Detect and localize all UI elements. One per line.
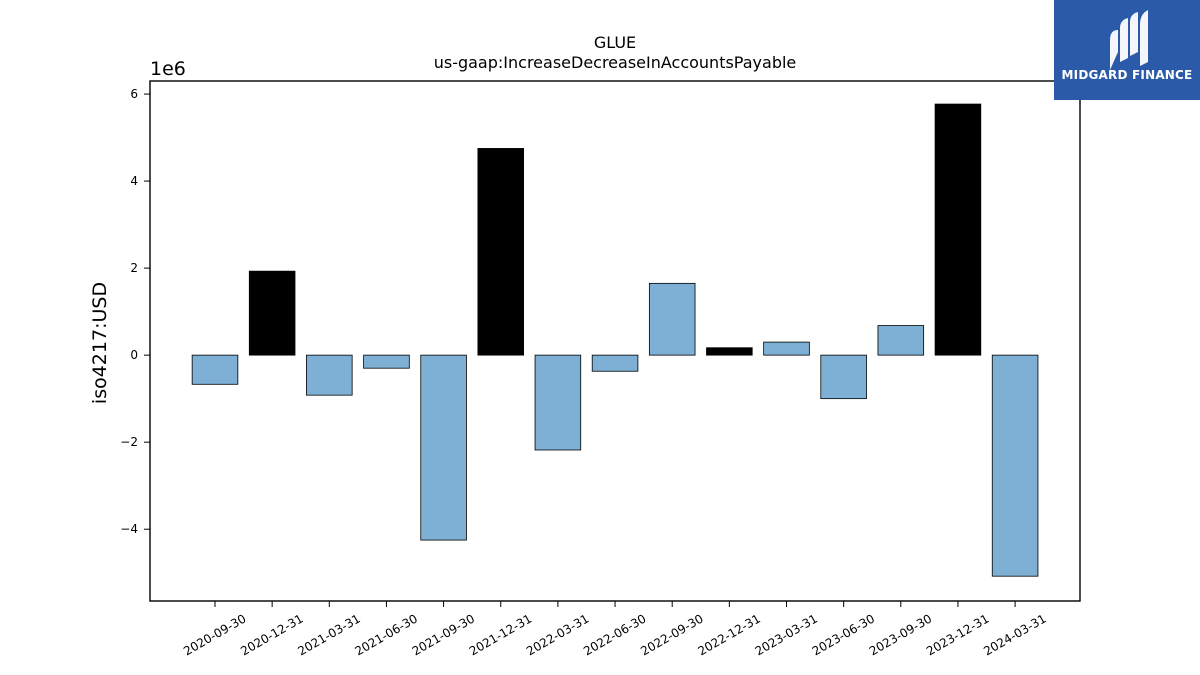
bar-2021-09-30 (420, 354, 467, 541)
midgard-finance-logo: MIDGARD FINANCE (1054, 0, 1200, 100)
x-tick-label: 2023-06-30 (810, 611, 877, 658)
x-tick-label: 2021-12-31 (467, 611, 534, 658)
bar-2022-03-31 (534, 354, 582, 451)
bar-2020-09-30 (191, 354, 239, 385)
bar-2024-03-31 (991, 354, 1039, 577)
bar-2021-12-31 (477, 148, 524, 356)
x-tick-label: 2020-09-30 (181, 611, 248, 658)
logo-text: MIDGARD FINANCE (1061, 68, 1193, 82)
x-tick-label: 2022-09-30 (638, 611, 705, 658)
chart-title: GLUE (594, 33, 636, 52)
y-tick-label: 0 (130, 348, 138, 362)
chart-subtitle: us-gaap:IncreaseDecreaseInAccountsPayabl… (434, 53, 797, 72)
bar-2021-03-31 (306, 354, 353, 396)
bar-2022-12-31 (706, 347, 753, 356)
bars-group (191, 103, 1039, 577)
x-tick-label: 2022-12-31 (695, 611, 762, 658)
x-tick-label: 2020-12-31 (238, 611, 305, 658)
x-tick-label: 2021-09-30 (410, 611, 477, 658)
y-tick-label: −2 (120, 435, 138, 449)
bar-2023-12-31 (934, 103, 982, 356)
y-tick-label: 2 (130, 261, 138, 275)
x-tick-label: 2023-09-30 (867, 611, 934, 658)
bar-2022-06-30 (591, 354, 639, 372)
y-tick-label: 4 (130, 174, 138, 188)
y-axis-label: iso4217:USD (89, 282, 111, 404)
plot-frame (149, 80, 1081, 602)
y-tick-label: −4 (120, 522, 138, 536)
y-ticks-group: −4 −2 0 2 4 6 (120, 87, 150, 536)
x-tick-label: 2022-06-30 (581, 611, 648, 658)
x-tick-label: 2024-03-31 (981, 611, 1048, 658)
x-tick-label: 2022-03-31 (524, 611, 591, 658)
bar-2023-09-30 (877, 325, 925, 356)
bar-2023-06-30 (820, 354, 867, 400)
x-tick-label: 2021-03-31 (295, 611, 362, 658)
x-tick-label: 2023-03-31 (753, 611, 820, 658)
bar-2021-06-30 (363, 354, 410, 369)
y-scale-label: 1e6 (150, 58, 186, 80)
bar-2023-03-31 (763, 341, 810, 356)
y-tick-label: 6 (130, 87, 138, 101)
x-tick-label: 2021-06-30 (353, 611, 420, 658)
x-ticks-group: 2020-09-302020-12-312021-03-312021-06-30… (181, 601, 1049, 658)
x-tick-label: 2023-12-31 (924, 611, 991, 658)
bar-2022-09-30 (648, 282, 696, 356)
bar-2020-12-31 (248, 270, 296, 356)
logo-mark-icon (1110, 10, 1148, 70)
